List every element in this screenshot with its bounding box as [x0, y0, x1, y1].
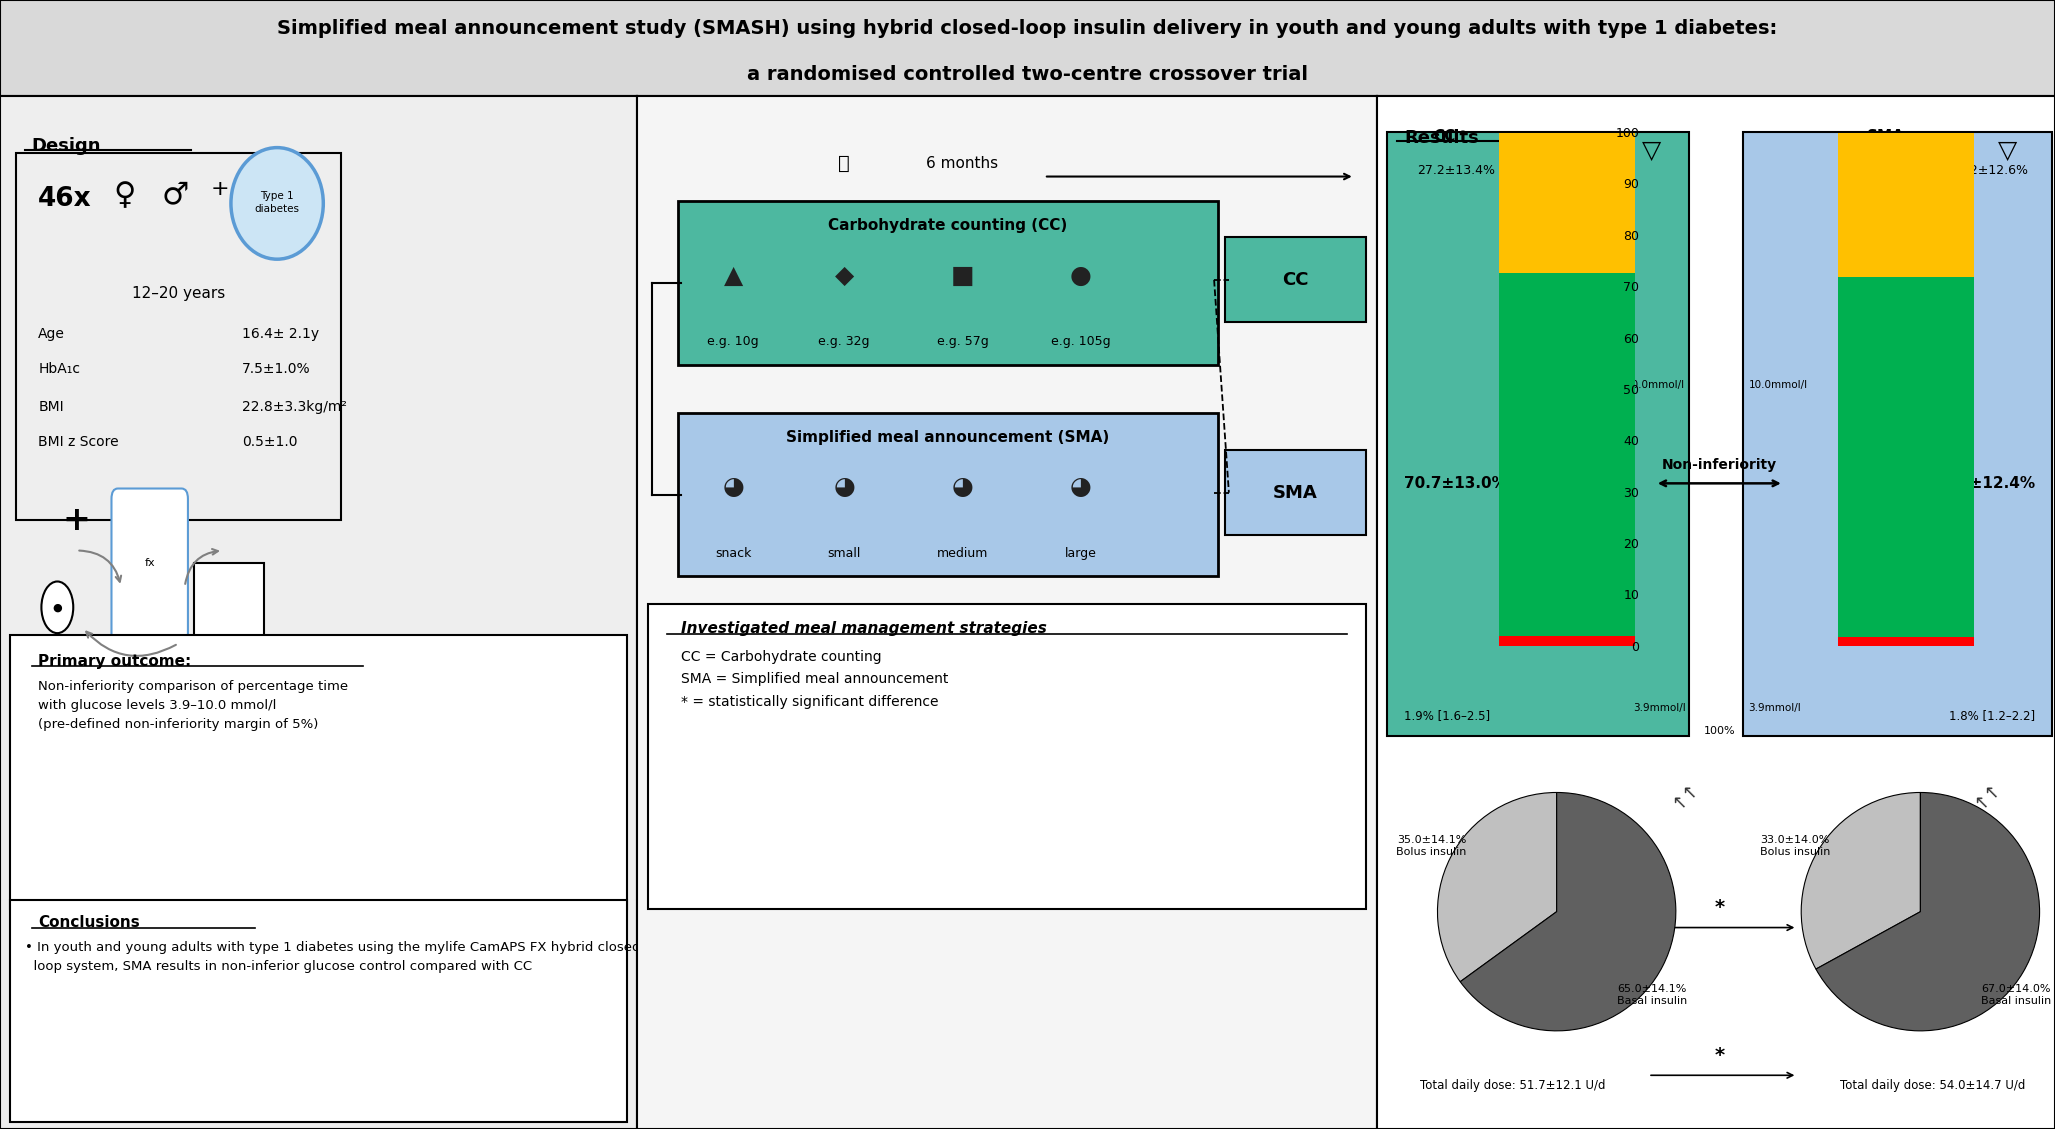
Text: Primary outcome:: Primary outcome:: [39, 654, 191, 668]
Text: ●: ●: [53, 602, 62, 612]
Text: 67.0±14.0%
Basal insulin: 67.0±14.0% Basal insulin: [1981, 983, 2051, 1006]
Text: ♂: ♂: [162, 181, 189, 210]
Text: 1.9% [1.6–2.5]: 1.9% [1.6–2.5]: [1404, 709, 1490, 723]
Text: e.g. 32g: e.g. 32g: [818, 335, 869, 349]
Text: e.g. 57g: e.g. 57g: [937, 335, 988, 349]
Text: ▽: ▽: [1997, 139, 2018, 164]
Text: ◆: ◆: [834, 264, 853, 288]
FancyBboxPatch shape: [10, 900, 627, 1122]
Text: ◕: ◕: [721, 475, 744, 499]
Text: ◕: ◕: [832, 475, 855, 499]
Text: 16.4± 2.1y: 16.4± 2.1y: [242, 327, 319, 341]
Text: 12–20 years: 12–20 years: [132, 286, 224, 301]
FancyBboxPatch shape: [10, 636, 627, 909]
Text: 28.2±12.6%: 28.2±12.6%: [1950, 164, 2028, 177]
FancyBboxPatch shape: [111, 489, 187, 654]
Text: 6 months: 6 months: [927, 156, 999, 170]
FancyBboxPatch shape: [647, 604, 1367, 909]
Text: HbA₁c: HbA₁c: [39, 362, 80, 376]
Bar: [1498, 273, 1636, 636]
FancyBboxPatch shape: [1743, 132, 2051, 736]
Text: +: +: [62, 504, 90, 537]
Text: CC = Carbohydrate counting
SMA = Simplified meal announcement
* = statistically : CC = Carbohydrate counting SMA = Simplif…: [682, 649, 949, 709]
FancyBboxPatch shape: [1225, 450, 1367, 535]
Text: small: small: [828, 548, 861, 560]
FancyBboxPatch shape: [16, 152, 341, 519]
Text: 65.0±14.1%
Basal insulin: 65.0±14.1% Basal insulin: [1617, 983, 1687, 1006]
Text: Design: Design: [33, 138, 101, 156]
Text: 35.0±14.1%
Bolus insulin: 35.0±14.1% Bolus insulin: [1395, 835, 1467, 857]
Circle shape: [41, 581, 74, 633]
Bar: [1498, 133, 1636, 273]
Text: ◕: ◕: [1071, 475, 1091, 499]
Text: 0.5±1.0: 0.5±1.0: [242, 435, 298, 449]
Ellipse shape: [230, 148, 323, 260]
Text: 46x: 46x: [39, 186, 92, 212]
Text: ▲: ▲: [723, 264, 742, 288]
Text: medium: medium: [937, 548, 988, 560]
Text: 33.0±14.0%
Bolus insulin: 33.0±14.0% Bolus insulin: [1759, 835, 1831, 857]
Text: snack: snack: [715, 548, 752, 560]
Text: CC: CC: [1282, 271, 1309, 289]
Text: Carbohydrate counting (CC): Carbohydrate counting (CC): [828, 218, 1067, 233]
Text: Total daily dose: 51.7±12.1 U/d: Total daily dose: 51.7±12.1 U/d: [1420, 1079, 1605, 1092]
Text: fx: fx: [144, 558, 154, 568]
Text: • In youth and young adults with type 1 diabetes using the mylife CamAPS FX hybr: • In youth and young adults with type 1 …: [25, 940, 645, 973]
Text: SMA: SMA: [1274, 483, 1317, 501]
Wedge shape: [1802, 793, 1921, 969]
Text: 3.9mmol/l: 3.9mmol/l: [1632, 702, 1685, 712]
Text: 69.9±12.4%: 69.9±12.4%: [1932, 475, 2034, 491]
Text: BMI: BMI: [39, 400, 64, 413]
Text: ■: ■: [951, 264, 974, 288]
Text: *: *: [1714, 899, 1724, 917]
Text: Conclusions: Conclusions: [39, 916, 140, 930]
Text: 100%: 100%: [1704, 726, 1734, 736]
Text: ⏱: ⏱: [838, 154, 851, 173]
Text: 7.5±1.0%: 7.5±1.0%: [242, 362, 310, 376]
Text: Non-inferiority: Non-inferiority: [1662, 458, 1778, 472]
FancyBboxPatch shape: [678, 201, 1219, 365]
Text: Type 1
diabetes: Type 1 diabetes: [255, 191, 300, 213]
Text: ▽: ▽: [1642, 139, 1660, 164]
Bar: [1837, 278, 1975, 637]
Text: 27.2±13.4%: 27.2±13.4%: [1418, 164, 1496, 177]
Text: Results: Results: [1404, 129, 1480, 147]
Text: Non-inferiority comparison of percentage time
with glucose levels 3.9–10.0 mmol/: Non-inferiority comparison of percentage…: [39, 680, 349, 730]
Bar: [1837, 637, 1975, 646]
Text: 1.8% [1.2–2.2]: 1.8% [1.2–2.2]: [1948, 709, 2034, 723]
Text: *: *: [1714, 1045, 1724, 1065]
Text: Simplified meal announcement study (SMASH) using hybrid closed-loop insulin deli: Simplified meal announcement study (SMAS…: [277, 19, 1778, 38]
Bar: [1837, 132, 1975, 278]
Text: 70.7±13.0%: 70.7±13.0%: [1404, 475, 1506, 491]
Wedge shape: [1817, 793, 2041, 1031]
FancyBboxPatch shape: [678, 413, 1219, 576]
Wedge shape: [1438, 793, 1558, 982]
FancyBboxPatch shape: [1387, 132, 1689, 736]
Wedge shape: [1461, 793, 1675, 1031]
Text: a randomised controlled two-centre crossover trial: a randomised controlled two-centre cross…: [748, 65, 1307, 85]
Text: e.g. 10g: e.g. 10g: [707, 335, 758, 349]
Text: 10.0mmol/l: 10.0mmol/l: [1749, 380, 1808, 391]
Text: ↑↑: ↑↑: [1669, 779, 1702, 813]
Text: Total daily dose: 54.0±14.7 U/d: Total daily dose: 54.0±14.7 U/d: [1839, 1079, 2026, 1092]
FancyBboxPatch shape: [1225, 237, 1367, 322]
Text: 10.0mmol/l: 10.0mmol/l: [1626, 380, 1685, 391]
Text: 3.9mmol/l: 3.9mmol/l: [1749, 702, 1802, 712]
FancyBboxPatch shape: [195, 563, 265, 650]
Text: Simplified meal announcement (SMA): Simplified meal announcement (SMA): [787, 430, 1110, 445]
Text: ◕: ◕: [951, 475, 974, 499]
Text: ♀: ♀: [113, 181, 136, 210]
Text: CC: CC: [1434, 129, 1455, 145]
Text: e.g. 105g: e.g. 105g: [1050, 335, 1112, 349]
Text: ↑↑: ↑↑: [1971, 779, 2004, 813]
Text: +: +: [210, 178, 228, 199]
Text: large: large: [1064, 548, 1097, 560]
Text: SMA: SMA: [1866, 129, 1905, 145]
Text: BMI z Score: BMI z Score: [39, 435, 119, 449]
Text: 22.8±3.3kg/m²: 22.8±3.3kg/m²: [242, 400, 347, 413]
Text: ●: ●: [1071, 264, 1091, 288]
Bar: [1498, 636, 1636, 646]
Text: Age: Age: [39, 327, 66, 341]
Text: Investigated meal management strategies: Investigated meal management strategies: [682, 621, 1048, 636]
